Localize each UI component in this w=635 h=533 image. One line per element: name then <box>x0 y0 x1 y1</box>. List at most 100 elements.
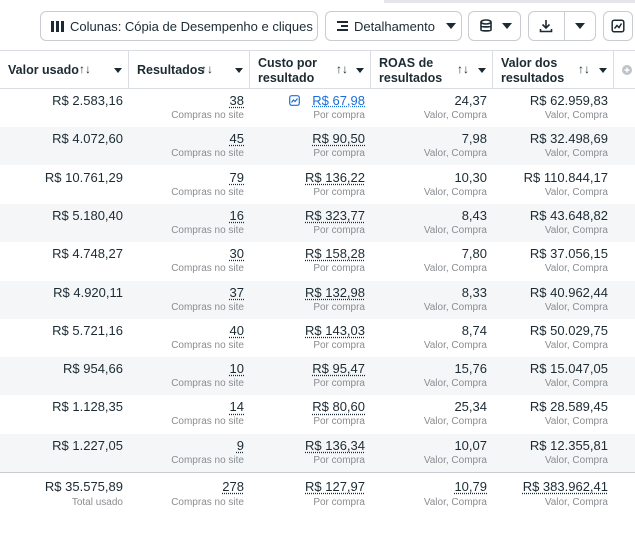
results-value-cell: R$ 62.959,83 Valor, Compra <box>493 89 614 127</box>
table-row: R$ 10.761,29 79 Compras no site R$ 136,22 Po… <box>0 166 635 204</box>
results-value[interactable]: 10 <box>229 361 244 377</box>
chevron-down-icon[interactable] <box>114 68 122 73</box>
chevron-down-icon[interactable] <box>599 68 607 73</box>
cost-per-result-cell: R$ 158,28 Por compra <box>250 242 371 280</box>
column-header-label-line1: Custo por <box>258 56 318 70</box>
cost-per-result-value[interactable]: R$ 67,98 <box>312 93 365 108</box>
results-value[interactable]: 45 <box>229 131 244 147</box>
results-value[interactable]: 16 <box>229 207 244 223</box>
results-value-sub: Valor, Compra <box>544 454 608 466</box>
columns-button[interactable]: Colunas: Cópia de Desempenho e cliques <box>40 11 318 41</box>
results-cell: 9 Compras no site <box>129 434 250 472</box>
column-header-cost-per-result[interactable]: Custo por resultado ↑↓ <box>250 51 371 89</box>
export-button[interactable] <box>528 11 596 41</box>
column-header-label: Valor usado <box>8 63 79 77</box>
toolbar-top-divider <box>384 0 635 3</box>
spent-value: R$ 10.761,29 <box>44 169 123 185</box>
total-value-sub: Valor, Compra <box>544 497 608 508</box>
results-value-value: R$ 28.589,45 <box>529 399 608 415</box>
spent-cell: R$ 10.761,29 <box>0 166 129 204</box>
results-sub: Compras no site <box>171 454 244 466</box>
chevron-down-icon[interactable] <box>575 23 585 29</box>
results-value-sub: Valor, Compra <box>544 339 608 351</box>
results-value-value: R$ 110.844,17 <box>523 169 608 185</box>
results-value[interactable]: 38 <box>229 93 244 108</box>
roas-value: 7,80 <box>461 246 487 262</box>
total-results-sub: Compras no site <box>171 497 244 508</box>
column-header-results-value[interactable]: Valor dos resultados ↑↓ <box>493 51 614 89</box>
results-value[interactable]: 40 <box>229 322 244 338</box>
results-value[interactable]: 79 <box>229 169 244 185</box>
total-cpr-value[interactable]: R$ 127,97 <box>305 479 365 494</box>
roas-sub: Valor, Compra <box>423 454 487 466</box>
cost-per-result-value[interactable]: R$ 90,50 <box>312 131 365 147</box>
column-header-results[interactable]: Resultados ↑↓ <box>129 51 250 89</box>
column-header-spent[interactable]: Valor usado ↑↓ <box>0 51 129 89</box>
roas-value: 10,30 <box>454 169 487 185</box>
results-value-sub: Valor, Compra <box>544 110 608 121</box>
spent-value: R$ 4.748,27 <box>52 246 123 262</box>
cost-per-result-value[interactable]: R$ 143,03 <box>305 322 365 338</box>
chevron-down-icon[interactable] <box>478 68 486 73</box>
results-value[interactable]: 30 <box>229 246 244 262</box>
results-sub: Compras no site <box>171 263 244 275</box>
results-value-value: R$ 62.959,83 <box>529 93 608 108</box>
sort-icon[interactable]: ↑↓ <box>578 62 590 76</box>
spent-value: R$ 4.920,11 <box>53 284 123 300</box>
spent-cell: R$ 5.180,40 <box>0 204 129 242</box>
trend-chart-icon[interactable] <box>289 95 300 106</box>
column-header-roas[interactable]: ROAS de resultados ↑↓ <box>371 51 493 89</box>
cost-per-result-cell: R$ 132,98 Por compra <box>250 281 371 319</box>
view-charts-button[interactable] <box>603 11 633 41</box>
sort-icon[interactable]: ↑↓ <box>79 62 91 76</box>
reports-button[interactable] <box>468 11 521 41</box>
chevron-down-icon[interactable] <box>356 68 364 73</box>
results-value[interactable]: 9 <box>236 437 244 453</box>
add-column[interactable] <box>614 51 635 89</box>
cost-per-result-value[interactable]: R$ 80,60 <box>312 399 365 415</box>
sort-icon[interactable]: ↑↓ <box>201 62 213 76</box>
spent-cell: R$ 2.583,16 <box>0 89 129 127</box>
total-roas-value[interactable]: 10,79 <box>454 479 487 494</box>
cost-per-result-cell: R$ 67,98 Por compra <box>250 89 371 127</box>
results-value[interactable]: 14 <box>229 399 244 415</box>
toolbar: Colunas: Cópia de Desempenho e cliques D… <box>0 0 635 50</box>
spent-cell: R$ 1.227,05 <box>0 434 129 472</box>
results-value-cell: R$ 110.844,17 Valor, Compra <box>493 166 614 204</box>
total-value-value[interactable]: R$ 383.962,41 <box>522 479 608 494</box>
results-value-value: R$ 37.056,15 <box>529 246 608 262</box>
column-header-label: Resultados <box>137 63 205 77</box>
roas-cell: 10,30 Valor, Compra <box>371 166 493 204</box>
roas-value: 10,07 <box>454 437 487 453</box>
chevron-down-icon[interactable] <box>235 68 243 73</box>
cost-per-result-value[interactable]: R$ 136,22 <box>305 169 365 185</box>
results-value[interactable]: 37 <box>229 284 244 300</box>
spent-value: R$ 1.128,35 <box>52 399 123 415</box>
results-value-value: R$ 50.029,75 <box>529 322 608 338</box>
table-row: R$ 1.227,05 9 Compras no site R$ 136,34 Por … <box>0 433 635 472</box>
table-row: R$ 1.128,35 14 Compras no site R$ 80,60 Por … <box>0 395 635 433</box>
sort-icon[interactable]: ↑↓ <box>457 62 469 76</box>
cost-per-result-value[interactable]: R$ 158,28 <box>305 246 365 262</box>
cost-per-result-sub: Por compra <box>313 110 365 121</box>
results-value-value: R$ 12.355,81 <box>529 437 608 453</box>
roas-sub: Valor, Compra <box>423 263 487 275</box>
chevron-down-icon <box>502 23 512 29</box>
results-value-cell: R$ 32.498,69 Valor, Compra <box>493 127 614 165</box>
results-sub: Compras no site <box>171 416 244 428</box>
results-value-cell: R$ 28.589,45 Valor, Compra <box>493 395 614 433</box>
total-results-value[interactable]: 278 <box>222 479 244 494</box>
results-sub: Compras no site <box>171 110 244 121</box>
total-value-cell: R$ 383.962,41 Valor, Compra <box>493 473 614 511</box>
sort-icon[interactable]: ↑↓ <box>336 62 348 76</box>
cost-per-result-value[interactable]: R$ 323,77 <box>305 207 365 223</box>
cost-per-result-value[interactable]: R$ 136,34 <box>305 437 365 453</box>
cost-per-result-sub: Por compra <box>313 186 365 198</box>
chevron-down-icon <box>445 23 456 29</box>
roas-cell: 25,34 Valor, Compra <box>371 395 493 433</box>
results-value-cell: R$ 15.047,05 Valor, Compra <box>493 357 614 395</box>
breakdown-button[interactable]: Detalhamento <box>325 11 462 41</box>
results-value-cell: R$ 40.962,44 Valor, Compra <box>493 281 614 319</box>
cost-per-result-value[interactable]: R$ 132,98 <box>305 284 365 300</box>
cost-per-result-value[interactable]: R$ 95,47 <box>312 361 365 377</box>
